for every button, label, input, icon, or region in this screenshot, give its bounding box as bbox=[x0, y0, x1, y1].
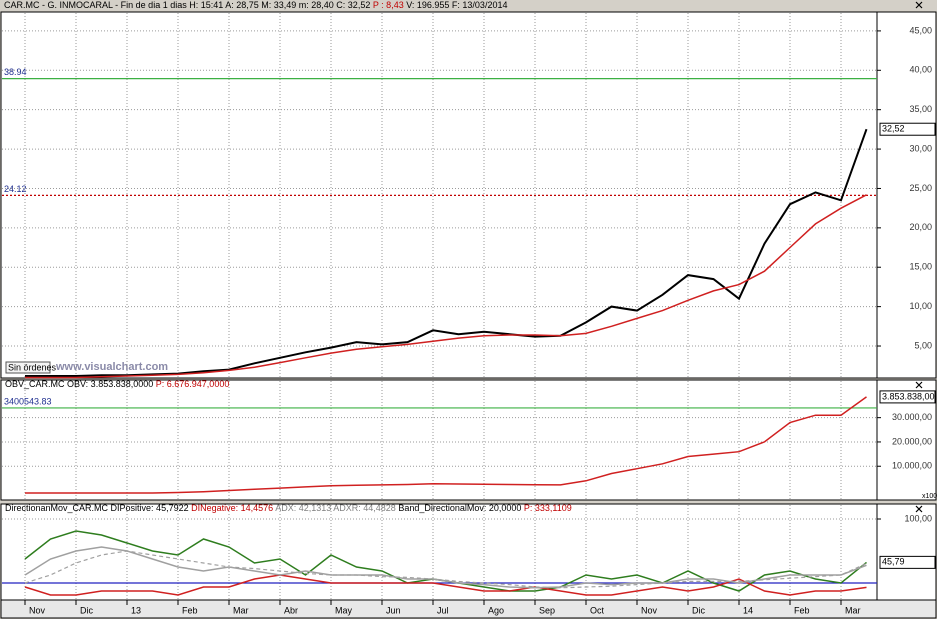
x-tick-label: Nov bbox=[29, 605, 46, 615]
x-tick-label: Nov bbox=[641, 605, 658, 615]
close-button[interactable] bbox=[915, 505, 923, 513]
close-buttons bbox=[915, 1, 923, 513]
x-tick-label: Ago bbox=[488, 605, 504, 615]
panel-title: OBV_CAR.MC OBV: 3.853.838,0000 P: 6.676.… bbox=[5, 379, 229, 389]
header-part: CAR.MC - G. INMOCARAL - Fin de dia 1 dia… bbox=[4, 0, 370, 10]
x-tick-label: Jul bbox=[437, 605, 449, 615]
last-value-box bbox=[879, 555, 936, 569]
y-tick-label: 30,00 bbox=[909, 143, 932, 153]
y-tick-label: 10.000,00 bbox=[892, 461, 932, 471]
last-value-box bbox=[879, 390, 936, 404]
panel-title-part: ADX: 42,1313 bbox=[275, 503, 331, 513]
x-tick-label: Dic bbox=[80, 605, 93, 615]
panel-title: DirectionanMov_CAR.MC DIPositive: 45,792… bbox=[5, 503, 572, 513]
last-value-label: 3.853.838,00 bbox=[882, 391, 935, 401]
panel-title-part: Band_DirectionalMov: 20,0000 bbox=[398, 503, 521, 513]
panel-title-part: P: 333,1109 bbox=[524, 503, 572, 513]
price-axis bbox=[876, 11, 937, 379]
x-tick-label: Jun bbox=[386, 605, 401, 615]
x-tick-label: Oct bbox=[590, 605, 605, 615]
scale-note: x100 bbox=[922, 493, 937, 500]
y-tick-label: 100,00 bbox=[904, 513, 932, 523]
y-tick-label: 40,00 bbox=[909, 65, 932, 75]
x-tick-label: Dic bbox=[692, 605, 705, 615]
x-tick-label: Sep bbox=[539, 605, 555, 615]
x-tick-label: May bbox=[335, 605, 353, 615]
x-tick-label: Abr bbox=[284, 605, 298, 615]
last-value-box bbox=[879, 122, 936, 136]
watermark: www.visualchart.com bbox=[55, 361, 168, 373]
close-button[interactable] bbox=[915, 1, 923, 9]
panel-title-part: DirectionanMov_CAR.MC bbox=[5, 503, 109, 513]
panel-title-part: P: 6.676.947,0000 bbox=[156, 379, 230, 389]
y-tick-label: 5,00 bbox=[914, 340, 932, 350]
status-box bbox=[5, 361, 51, 374]
obv-panel bbox=[0, 379, 878, 501]
x-tick-label: Feb bbox=[794, 605, 810, 615]
series-line bbox=[24, 574, 867, 596]
y-tick-label: 20,00 bbox=[909, 222, 932, 232]
series-line bbox=[24, 550, 867, 589]
series-line bbox=[25, 396, 867, 494]
y-tick-label: 35,00 bbox=[909, 104, 932, 114]
reference-label: 3400543.83 bbox=[4, 396, 52, 406]
x-tick-label: 14 bbox=[743, 605, 753, 615]
y-tick-label: 15,00 bbox=[909, 262, 932, 272]
header-part: P : 8,43 bbox=[373, 0, 404, 10]
y-tick-label: 10,00 bbox=[909, 301, 932, 311]
close-button[interactable] bbox=[915, 381, 923, 389]
header-part: V: 196.955 F: 13/03/2014 bbox=[406, 0, 507, 10]
series-line bbox=[25, 194, 867, 379]
series-line bbox=[25, 128, 868, 377]
x-tick-label: Feb bbox=[182, 605, 198, 615]
x-axis bbox=[0, 599, 937, 619]
x-tick-label: Mar bbox=[233, 605, 249, 615]
reference-label: 38.94 bbox=[4, 67, 27, 77]
panel-title-part: OBV_CAR.MC OBV: 3.853.838,0000 bbox=[5, 379, 153, 389]
reference-label: 24.12 bbox=[4, 184, 27, 194]
y-tick-label: 25,00 bbox=[909, 183, 932, 193]
panel-title-part: DIPositive: 45,7922 bbox=[111, 503, 189, 513]
y-tick-label: 30.000,00 bbox=[892, 412, 932, 422]
x-tick-label: 13 bbox=[131, 605, 141, 615]
y-tick-label: 20.000,00 bbox=[892, 436, 932, 446]
last-value-label: 45,79 bbox=[882, 557, 905, 567]
status: Sin órdenes bbox=[8, 362, 57, 372]
last-value-label: 32,52 bbox=[882, 124, 905, 134]
y-tick-label: 45,00 bbox=[909, 25, 932, 35]
window-header: CAR.MC - G. INMOCARAL - Fin de dia 1 dia… bbox=[4, 0, 507, 10]
panel-title-part: ADXR: 44,4828 bbox=[333, 503, 396, 513]
panel-title-part: DINegative: 14,4576 bbox=[191, 503, 273, 513]
x-tick-label: Mar bbox=[845, 605, 861, 615]
